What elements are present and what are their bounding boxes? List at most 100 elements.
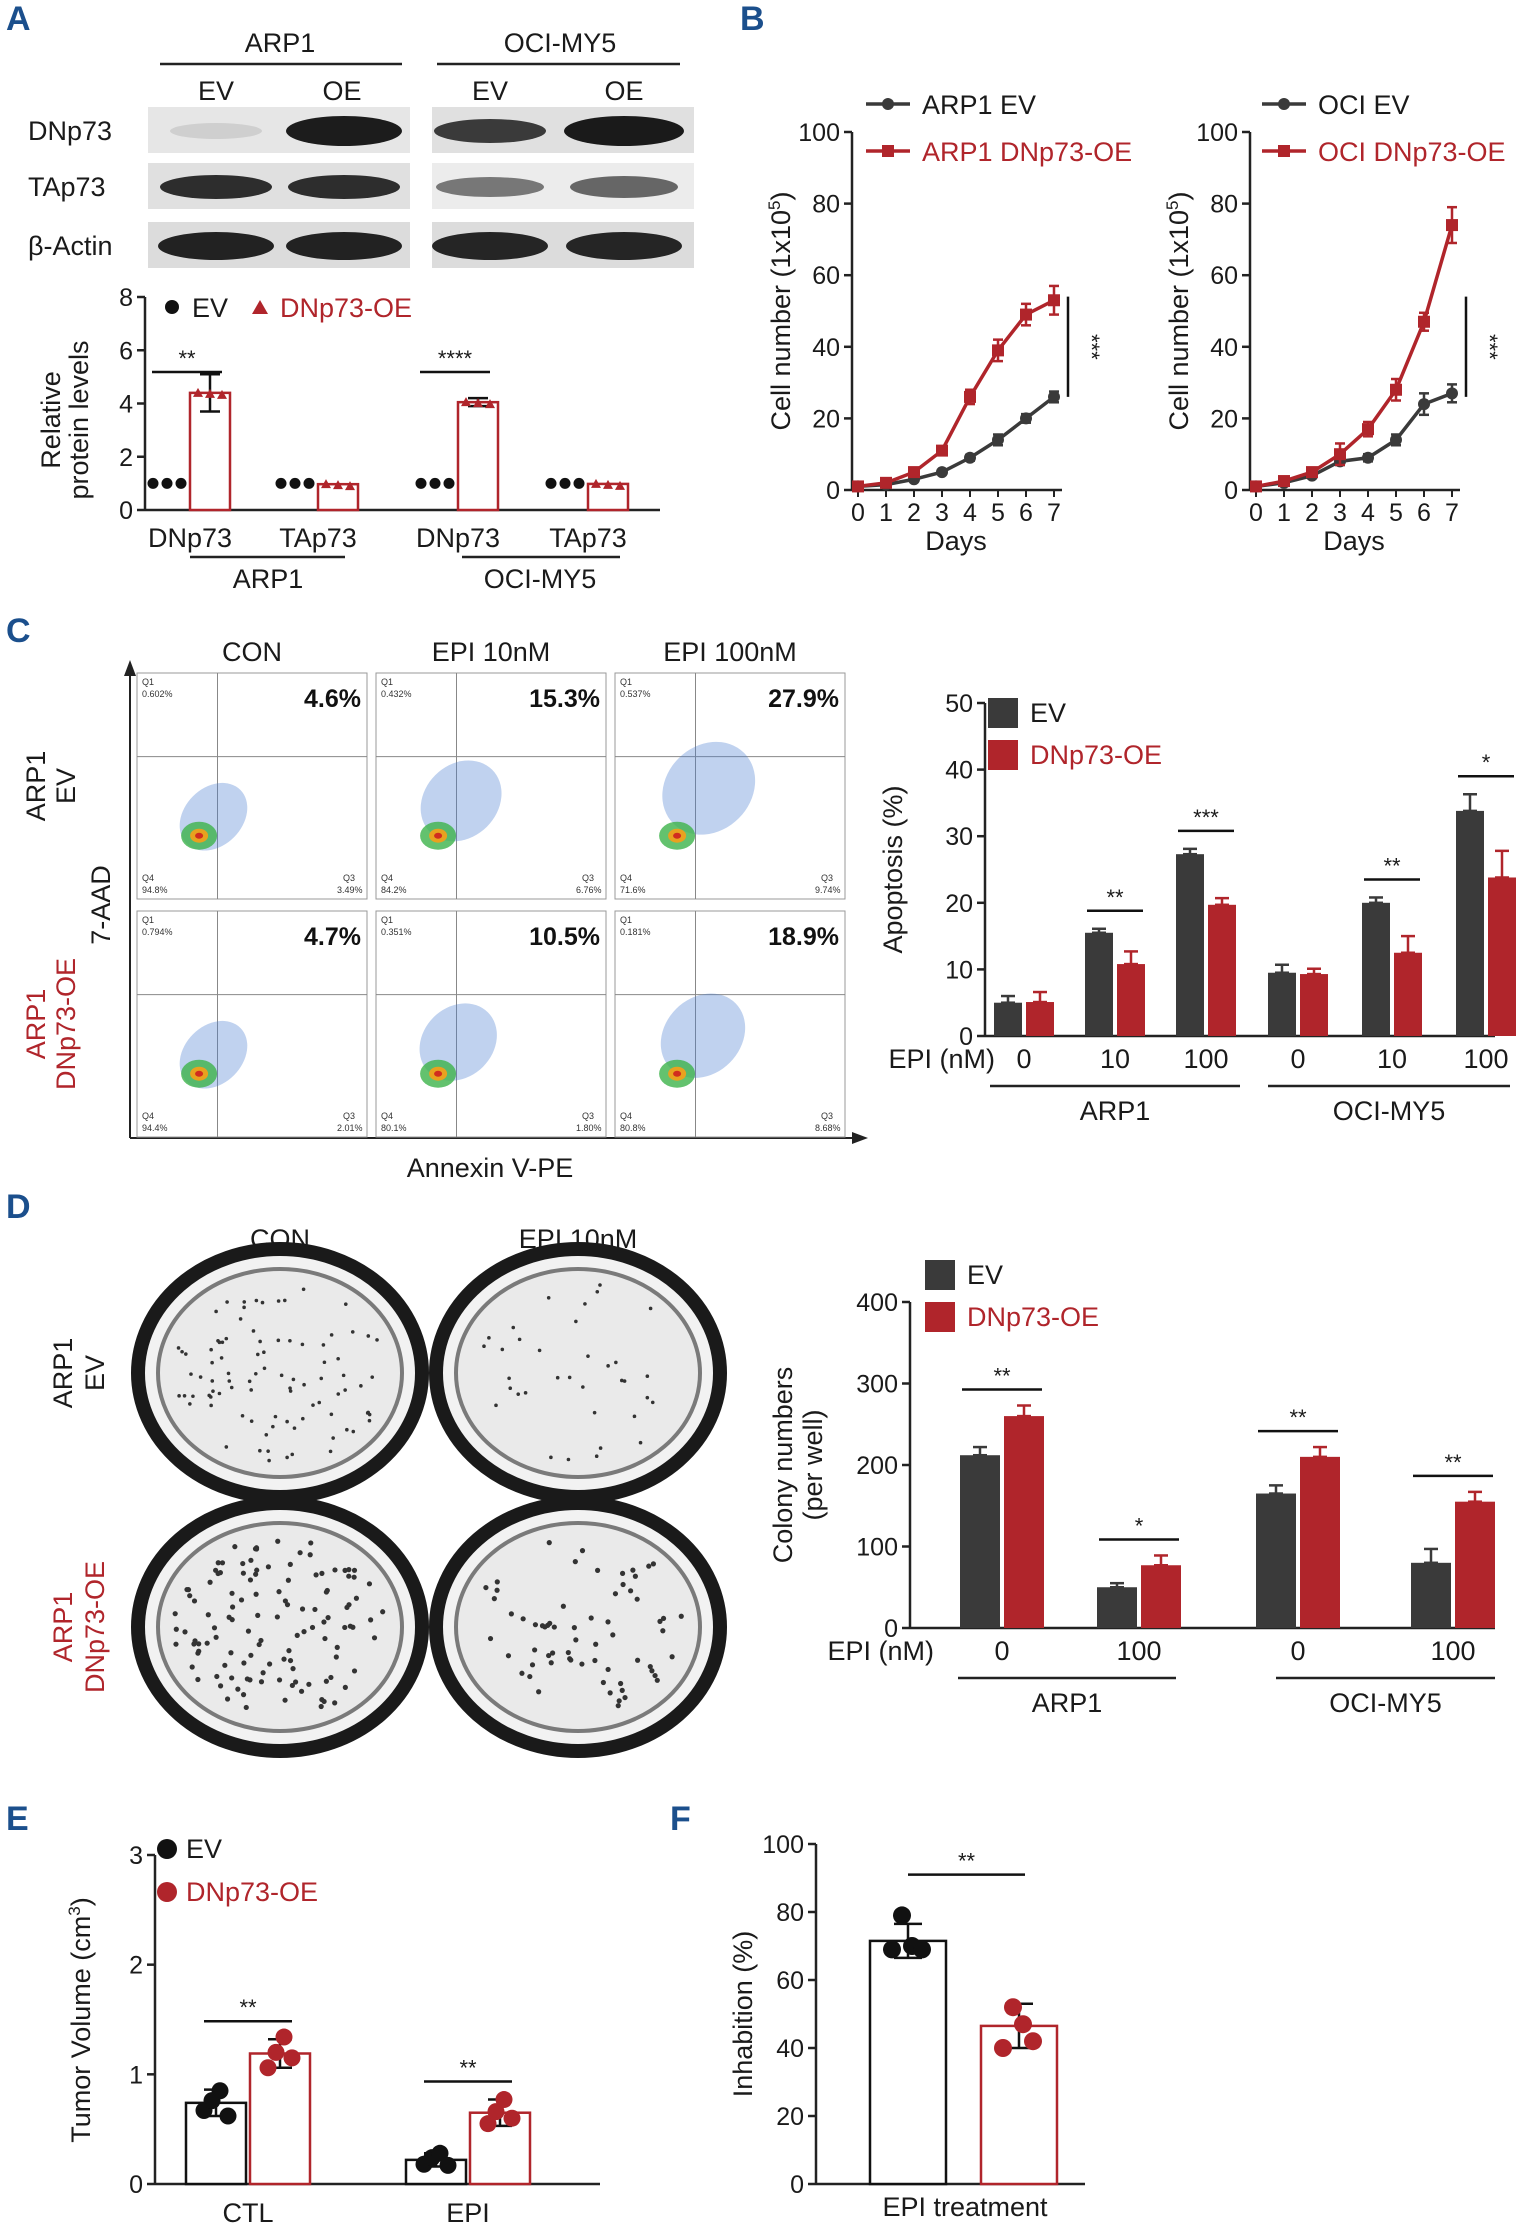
chartB1-point <box>1020 308 1032 321</box>
e-data-point <box>487 2103 505 2121</box>
colony-dot <box>207 1579 213 1585</box>
colony-dot <box>211 1625 218 1631</box>
colony-dot <box>312 1606 318 1613</box>
axis-a-ylabel-line1: Relative <box>36 371 66 469</box>
colony-dot <box>619 1687 625 1693</box>
chartB1-ytick-label: 20 <box>812 405 840 433</box>
colony-dot <box>657 1618 663 1624</box>
flow-scatter-peak <box>195 1070 204 1077</box>
colony-dot <box>180 1349 184 1354</box>
chartD-ytick-label: 400 <box>856 1289 898 1317</box>
colony-dot <box>286 1648 292 1654</box>
colony-dot <box>187 1593 193 1599</box>
well-row-label-line1: ARP1 <box>48 1338 78 1409</box>
e-ytick-label: 2 <box>129 1952 143 1980</box>
chartC-group-label: ARP1 <box>1080 1096 1151 1126</box>
blot-row-actin: β-Actin <box>28 231 113 261</box>
e-sig-stars: ** <box>239 1995 257 2020</box>
chart-f-inhibition: 0 20 40 60 80 100 ** EPI treatment Inhabition (%… <box>728 1831 1085 2222</box>
colony-dot <box>276 1338 281 1343</box>
flow-row-label-line1: ARP1 <box>21 751 51 822</box>
colony-dot <box>619 1570 626 1576</box>
panel-label-b: B <box>740 0 765 38</box>
flow-percentage: 15.3% <box>529 685 600 713</box>
colony-dot <box>583 1302 587 1306</box>
chartB2-point <box>1334 448 1346 461</box>
colony-dot <box>368 1617 374 1623</box>
colony-dot <box>660 1628 666 1634</box>
colony-dot <box>288 1386 292 1390</box>
a-group-label: OCI-MY5 <box>484 564 597 594</box>
f-xlabel: EPI treatment <box>882 2192 1048 2222</box>
colony-dot <box>290 1452 295 1457</box>
chartD-ytick-label: 100 <box>856 1534 898 1562</box>
culture-well-inner <box>156 1267 404 1479</box>
colony-dot <box>483 1584 489 1591</box>
a-ev-point <box>545 477 557 489</box>
chartB1-series-line <box>857 395 1056 489</box>
colony-dot <box>256 1641 262 1648</box>
chartD-ylabel: Colony numbers <box>768 1367 798 1564</box>
colony-dot <box>191 1598 198 1604</box>
colony-dot <box>345 1427 349 1432</box>
colony-dot <box>516 1392 521 1396</box>
f-data-point <box>994 2039 1012 2057</box>
flow-percentage: 10.5% <box>529 923 600 951</box>
colony-dot <box>572 1559 578 1565</box>
colony-dot <box>282 1298 287 1303</box>
chartC-bar-ev <box>994 1002 1022 1036</box>
lane-label-4: OE <box>604 76 643 106</box>
a-ev-point <box>161 477 173 489</box>
chartB1-ytick-label: 60 <box>812 262 840 290</box>
chartD-sig-stars: ** <box>1289 1405 1307 1430</box>
chartC-category-label: 10 <box>1377 1044 1407 1074</box>
colony-dot <box>219 1560 226 1566</box>
e-data-point <box>275 2028 293 2046</box>
colony-dot <box>592 1410 597 1415</box>
chartC-bar-ev <box>1456 810 1484 1036</box>
chartB1-xtick-label: 6 <box>1019 499 1033 527</box>
colony-dot <box>648 1306 653 1311</box>
chartC-ytick-label: 20 <box>945 890 973 918</box>
well-row-label-line2: DNp73-OE <box>80 1561 110 1693</box>
colony-dot <box>255 1612 261 1618</box>
colony-dot <box>612 1591 619 1597</box>
colony-dot <box>285 1455 289 1460</box>
colony-dot <box>532 1622 539 1628</box>
flow-q-value: 0.432% <box>381 689 412 699</box>
colony-dot <box>598 1283 602 1287</box>
colony-dot <box>249 1419 254 1423</box>
colony-dot <box>189 1664 195 1670</box>
colony-dot <box>213 1567 219 1573</box>
colony-dot <box>229 1385 234 1390</box>
colony-dot <box>292 1426 297 1430</box>
colony-dot <box>273 1414 278 1419</box>
chartB1-point <box>1020 412 1032 425</box>
legend-oe-label: DNp73-OE <box>280 293 412 323</box>
chartC-category-label: 10 <box>1100 1044 1130 1074</box>
colony-dot <box>346 1573 352 1579</box>
colony-dot <box>321 1698 327 1705</box>
colony-dot <box>571 1625 577 1631</box>
colony-dot <box>215 1560 221 1566</box>
colony-dot <box>649 1668 655 1674</box>
chartC-sig-stars: ** <box>1383 853 1401 878</box>
chartB1-ytick-label: 100 <box>798 119 840 147</box>
chartB2-xtick-label: 3 <box>1333 499 1347 527</box>
colony-dot <box>581 1385 585 1389</box>
chartC-sig-stars: ** <box>1106 885 1124 910</box>
colony-dot <box>351 1567 358 1573</box>
colony-dot <box>301 1287 306 1292</box>
panel-label-a: A <box>6 0 31 38</box>
colony-dot <box>281 1656 287 1662</box>
chartD-sig-stars: * <box>1135 1513 1144 1538</box>
chartB1-ylabel: Cell number (1x105) <box>765 191 796 430</box>
flow-scatter-peak <box>434 1070 443 1077</box>
colony-dot <box>300 1342 305 1347</box>
culture-well-inner <box>454 1267 702 1479</box>
colony-dot <box>622 1694 628 1701</box>
colony-dot <box>579 1661 585 1667</box>
flow-scatter-cloud <box>660 993 746 1078</box>
colony-dot <box>346 1567 352 1573</box>
